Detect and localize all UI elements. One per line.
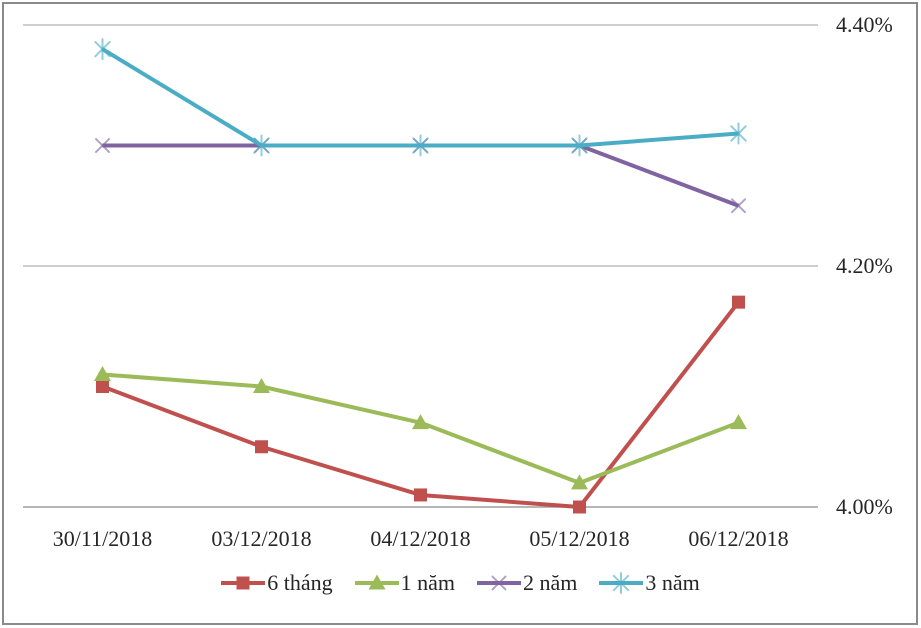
legend-item-2-nam: 2 năm: [477, 570, 577, 596]
legend-item-1-nam: 1 năm: [354, 570, 455, 596]
y-axis-tick-label-middle: 4.20%: [836, 253, 893, 278]
legend: 6 tháng 1 năm 2 năm 3 năm: [0, 570, 921, 596]
series-line-asterisk: [101, 47, 739, 148]
square-marker: [255, 440, 268, 454]
triangle-marker: [730, 414, 747, 430]
square-marker: [414, 488, 427, 502]
asterisk-marker-icon: [599, 572, 644, 594]
triangle-marker: [571, 474, 588, 490]
x-axis-tick-label-5: 06/12/2018: [688, 526, 789, 551]
x-axis-tick-label-3: 04/12/2018: [370, 526, 471, 551]
square-marker: [236, 576, 250, 590]
legend-item-3-nam: 3 năm: [599, 570, 700, 596]
legend-label-1-nam: 1 năm: [400, 570, 455, 595]
legend-label-6-thang: 6 tháng: [267, 570, 333, 595]
square-marker-icon: [221, 576, 266, 590]
triangle-marker: [94, 365, 111, 381]
x-marker: [95, 138, 110, 153]
y-axis-tick-label-top: 4.40%: [836, 12, 893, 37]
triangle-marker: [253, 378, 270, 393]
triangle-marker: [368, 574, 386, 590]
legend-item-6-thang: 6 tháng: [221, 570, 333, 596]
x-axis-tick-label-2: 03/12/2018: [211, 526, 312, 551]
x-marker: [491, 575, 507, 591]
square-marker: [732, 295, 745, 309]
x-marker-icon: [477, 575, 521, 591]
x-axis-tick-label-4: 05/12/2018: [529, 526, 630, 551]
x-axis-tick-label-1: 30/11/2018: [52, 526, 153, 551]
square-marker: [96, 380, 109, 393]
legend-label-2-nam: 2 năm: [523, 570, 578, 595]
square-marker: [573, 500, 586, 514]
x-marker: [731, 198, 746, 214]
y-axis-tick-label-bottom: 4.00%: [836, 494, 893, 519]
triangle-marker: [412, 414, 429, 430]
legend-label-3-nam: 3 năm: [645, 570, 700, 595]
series-line-square: [101, 300, 741, 509]
triangle-marker-icon: [354, 574, 399, 590]
